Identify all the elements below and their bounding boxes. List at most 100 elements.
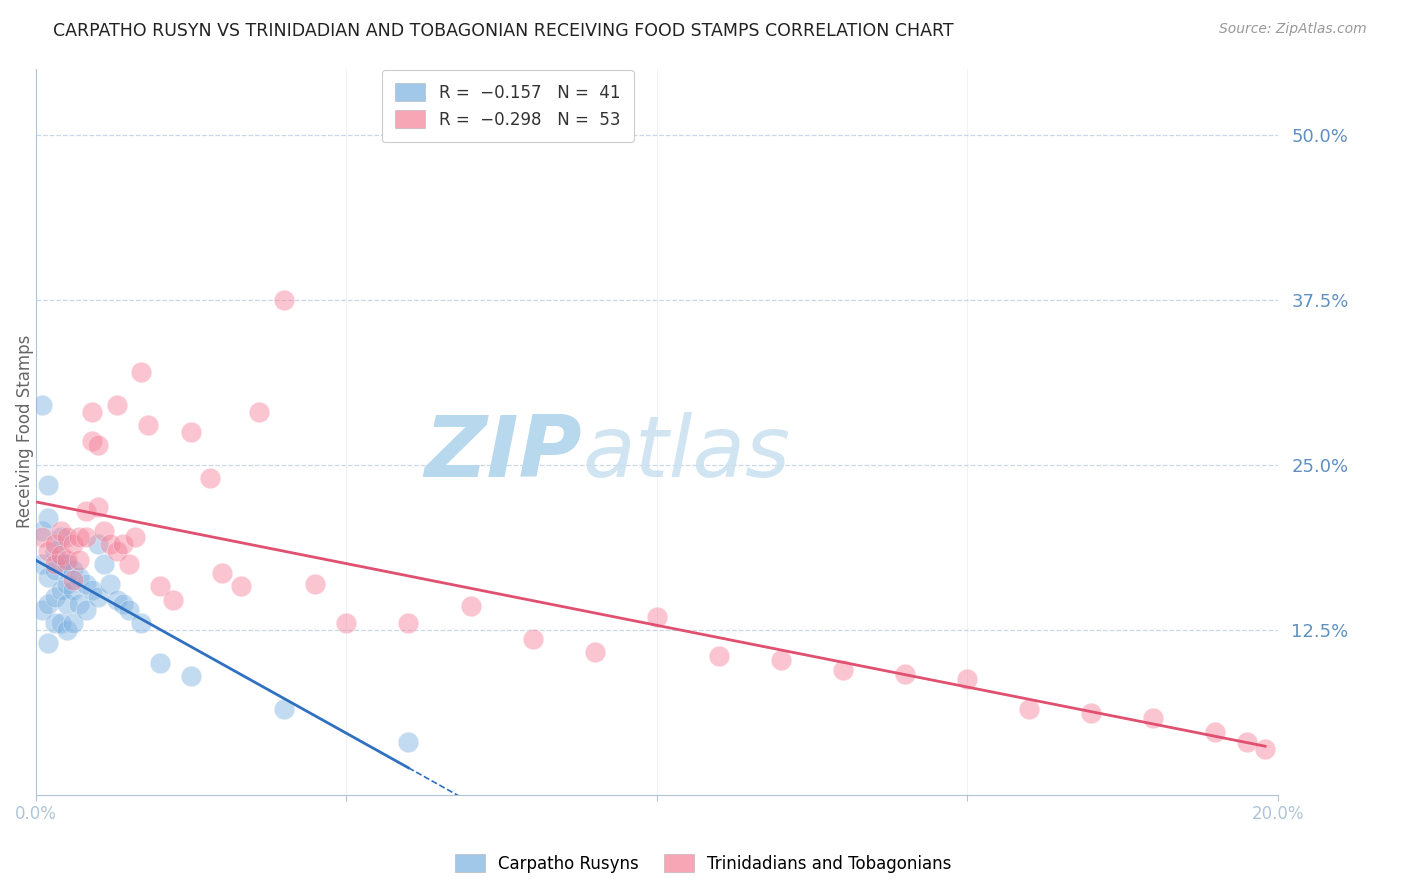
- Point: [56, 553, 79, 567]
- Point: [49, 616, 72, 631]
- Point: [56, 531, 79, 545]
- Point: [80, 405, 103, 419]
- Point: [62, 573, 84, 587]
- Point: [100, 537, 122, 551]
- Point: [75, 576, 97, 591]
- Point: [62, 564, 84, 578]
- Point: [93, 524, 115, 538]
- Point: [149, 656, 172, 670]
- Point: [335, 616, 357, 631]
- Point: [56, 623, 79, 637]
- Point: [31, 524, 53, 538]
- Point: [49, 583, 72, 598]
- Point: [87, 500, 110, 514]
- Point: [31, 531, 53, 545]
- Point: [273, 293, 295, 307]
- Point: [49, 531, 72, 545]
- Point: [131, 365, 153, 379]
- Point: [67, 597, 90, 611]
- Point: [124, 531, 146, 545]
- Point: [31, 398, 53, 412]
- Point: [62, 537, 84, 551]
- Point: [37, 510, 59, 524]
- Point: [162, 592, 184, 607]
- Point: [49, 557, 72, 571]
- Point: [44, 557, 66, 571]
- Point: [111, 597, 134, 611]
- Point: [149, 579, 172, 593]
- Point: [111, 537, 134, 551]
- Point: [56, 597, 79, 611]
- Point: [273, 702, 295, 716]
- Point: [44, 543, 66, 558]
- Point: [707, 649, 730, 664]
- Point: [67, 531, 90, 545]
- Point: [44, 616, 66, 631]
- Point: [44, 537, 66, 551]
- Point: [1080, 706, 1102, 721]
- Point: [396, 616, 419, 631]
- Point: [62, 616, 84, 631]
- Point: [118, 603, 141, 617]
- Point: [118, 557, 141, 571]
- Point: [894, 666, 917, 681]
- Point: [1236, 735, 1258, 749]
- Point: [105, 398, 128, 412]
- Point: [460, 599, 482, 614]
- Point: [93, 557, 115, 571]
- Point: [769, 653, 792, 667]
- Point: [1142, 711, 1164, 725]
- Point: [180, 425, 202, 439]
- Point: [37, 597, 59, 611]
- Text: CARPATHO RUSYN VS TRINIDADIAN AND TOBAGONIAN RECEIVING FOOD STAMPS CORRELATION C: CARPATHO RUSYN VS TRINIDADIAN AND TOBAGO…: [53, 22, 955, 40]
- Text: Source: ZipAtlas.com: Source: ZipAtlas.com: [1219, 22, 1367, 37]
- Point: [87, 438, 110, 452]
- Point: [198, 471, 221, 485]
- Point: [75, 603, 97, 617]
- Point: [44, 564, 66, 578]
- Point: [249, 405, 271, 419]
- Point: [105, 592, 128, 607]
- Point: [136, 418, 159, 433]
- Point: [56, 557, 79, 571]
- Point: [645, 609, 668, 624]
- Point: [49, 548, 72, 562]
- Point: [396, 735, 419, 749]
- Point: [522, 632, 544, 647]
- Point: [105, 543, 128, 558]
- Point: [56, 576, 79, 591]
- Point: [87, 590, 110, 604]
- Text: ZIP: ZIP: [425, 412, 582, 495]
- Point: [583, 645, 606, 659]
- Point: [37, 570, 59, 584]
- Y-axis label: Receiving Food Stamps: Receiving Food Stamps: [15, 335, 34, 528]
- Point: [211, 566, 233, 581]
- Point: [229, 579, 252, 593]
- Point: [37, 636, 59, 650]
- Text: atlas: atlas: [582, 412, 790, 495]
- Point: [1204, 724, 1226, 739]
- Point: [100, 576, 122, 591]
- Point: [62, 583, 84, 598]
- Point: [75, 504, 97, 518]
- Point: [37, 543, 59, 558]
- Point: [80, 583, 103, 598]
- Point: [87, 537, 110, 551]
- Point: [31, 557, 53, 571]
- Point: [49, 524, 72, 538]
- Legend: R =  −0.157   N =  41, R =  −0.298   N =  53: R = −0.157 N = 41, R = −0.298 N = 53: [382, 70, 634, 142]
- Point: [80, 434, 103, 448]
- Point: [67, 553, 90, 567]
- Point: [304, 576, 326, 591]
- Point: [1018, 702, 1040, 716]
- Point: [31, 603, 53, 617]
- Point: [37, 477, 59, 491]
- Point: [956, 672, 979, 686]
- Point: [75, 531, 97, 545]
- Point: [131, 616, 153, 631]
- Point: [1254, 741, 1277, 756]
- Point: [832, 663, 855, 677]
- Point: [67, 570, 90, 584]
- Point: [44, 590, 66, 604]
- Point: [180, 669, 202, 683]
